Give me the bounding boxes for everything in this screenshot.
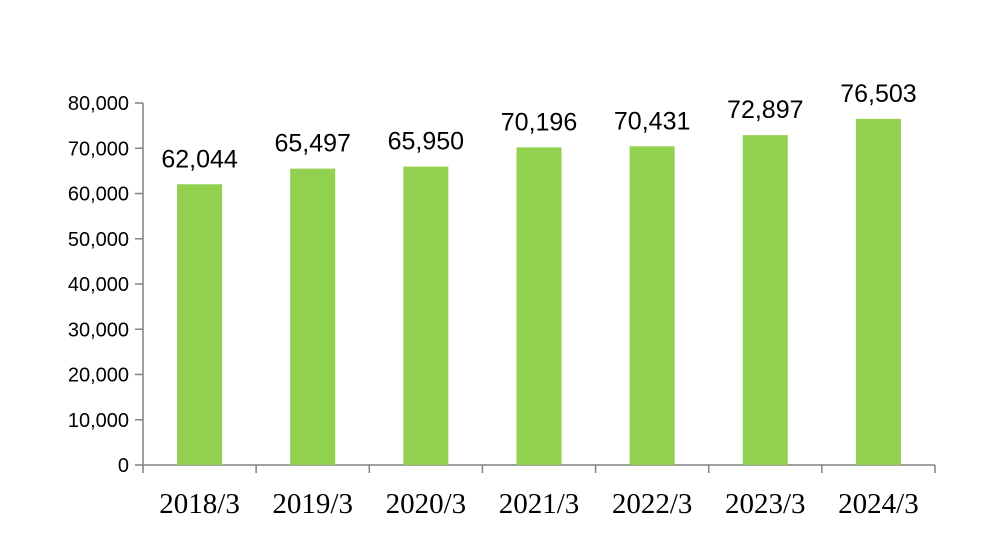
bar	[177, 184, 223, 465]
y-tick-label: 60,000	[68, 184, 129, 206]
x-tick-label: 2021/3	[499, 488, 580, 520]
bar	[629, 146, 675, 465]
bar	[290, 168, 336, 465]
bars	[177, 118, 901, 466]
x-tick-label: 2022/3	[612, 488, 693, 520]
x-tick-label: 2023/3	[725, 488, 806, 520]
x-axis: 2018/3 2019/3 2020/3 2021/3 2022/3 2023/3 2024…	[142, 464, 936, 520]
y-tick-label: 80,000	[68, 93, 129, 115]
y-tick-label: 20,000	[68, 365, 129, 387]
y-axis: 0 10,000 20,000 30,000 40,000 50,000 60,000 70,…	[68, 93, 144, 477]
x-tick-label: 2018/3	[159, 488, 240, 520]
y-tick-label: 30,000	[68, 319, 129, 341]
y-tick-label: 50,000	[68, 229, 129, 251]
y-tick-label: 40,000	[68, 274, 129, 296]
x-tick-label: 2024/3	[838, 488, 919, 520]
bar-data-label: 70,431	[614, 107, 690, 135]
x-tick-label: 2020/3	[386, 488, 467, 520]
y-tick-label: 0	[118, 455, 129, 477]
data-labels: 62,044 65,497 65,950 70,196 70,431 72,897 76,5…	[161, 80, 916, 173]
bar-data-label: 65,497	[274, 130, 350, 158]
bar-data-label: 65,950	[388, 128, 464, 156]
y-tick-label: 70,000	[68, 138, 129, 160]
x-tick-label: 2019/3	[272, 488, 353, 520]
bar-data-label: 72,897	[727, 96, 803, 124]
bar-data-label: 62,044	[161, 145, 238, 173]
bar	[403, 166, 449, 466]
y-tick-label: 10,000	[68, 410, 129, 432]
bar-data-label: 76,503	[840, 80, 916, 108]
bar	[855, 118, 901, 466]
bar-data-label: 70,196	[501, 108, 577, 136]
bar	[516, 147, 562, 465]
bar	[742, 135, 788, 466]
